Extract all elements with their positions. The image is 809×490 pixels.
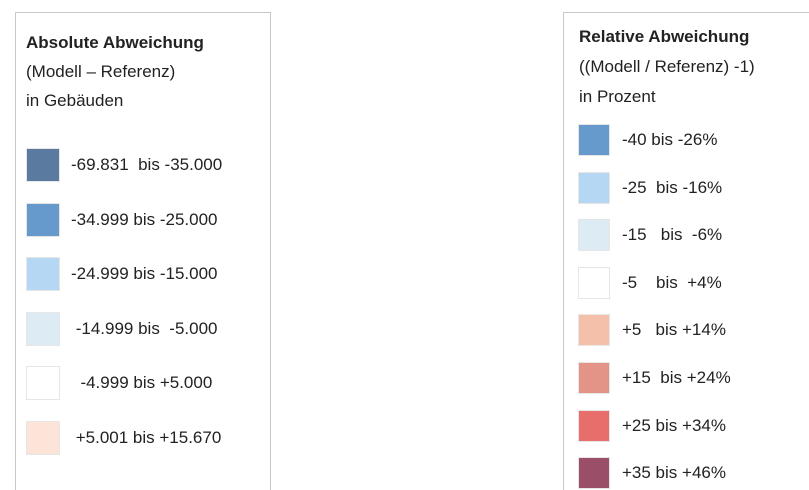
legend-subtitle: ((Modell / Referenz) -1): [579, 57, 755, 76]
legend-swatch: [578, 124, 610, 156]
legend-label: -25 bis -16%: [622, 177, 723, 197]
legend-swatch: [26, 148, 60, 182]
legend-swatch: [578, 362, 610, 394]
legend-label: -69.831 bis -35.000: [71, 155, 223, 174]
legend-subtitle: in Prozent: [579, 87, 656, 106]
legend-swatch: [26, 257, 60, 292]
legend-swatch: [578, 171, 610, 204]
legend-label: +5.001 bis +15.670: [71, 428, 222, 447]
legend-swatch: [578, 314, 610, 347]
legend-swatch: [26, 202, 60, 237]
legend-box: Absolute Abweichung (Modell – Referenz) in…: [15, 12, 271, 490]
legend-swatch: [578, 409, 610, 442]
legend-swatch: [578, 266, 610, 299]
legend-swatch: [578, 457, 610, 490]
legend-swatch: [26, 421, 60, 455]
legend-label: -14.999 bis -5.000: [71, 318, 218, 338]
legend-swatch: [26, 366, 60, 401]
legend-label: +25 bis +34%: [622, 415, 726, 435]
legend-label: -4.999 bis +5.000: [71, 373, 213, 393]
legend-subtitle: in Gebäuden: [26, 91, 124, 110]
legend-label: -5 bis +4%: [622, 272, 722, 292]
legend-label: -15 bis -6%: [622, 225, 723, 245]
legend-label: +5 bis +14%: [622, 320, 726, 340]
legend-label: -24.999 bis -15.000: [71, 264, 218, 284]
legend-title: Relative Abweichung: [579, 27, 750, 46]
legend-swatch: [26, 311, 60, 346]
legend-label: +35 bis +46%: [622, 463, 726, 483]
legend-label: +15 bis +24%: [622, 368, 731, 387]
legend-subtitle: (Modell – Referenz): [26, 62, 176, 81]
legend-label: -40 bis -26%: [622, 130, 718, 149]
legend-label: -34.999 bis -25.000: [71, 209, 218, 229]
legend-box: Relative Abweichung ((Modell / Referenz) …: [563, 12, 809, 490]
legend-title: Absolute Abweichung: [26, 33, 204, 52]
legend-swatch: [578, 219, 610, 252]
